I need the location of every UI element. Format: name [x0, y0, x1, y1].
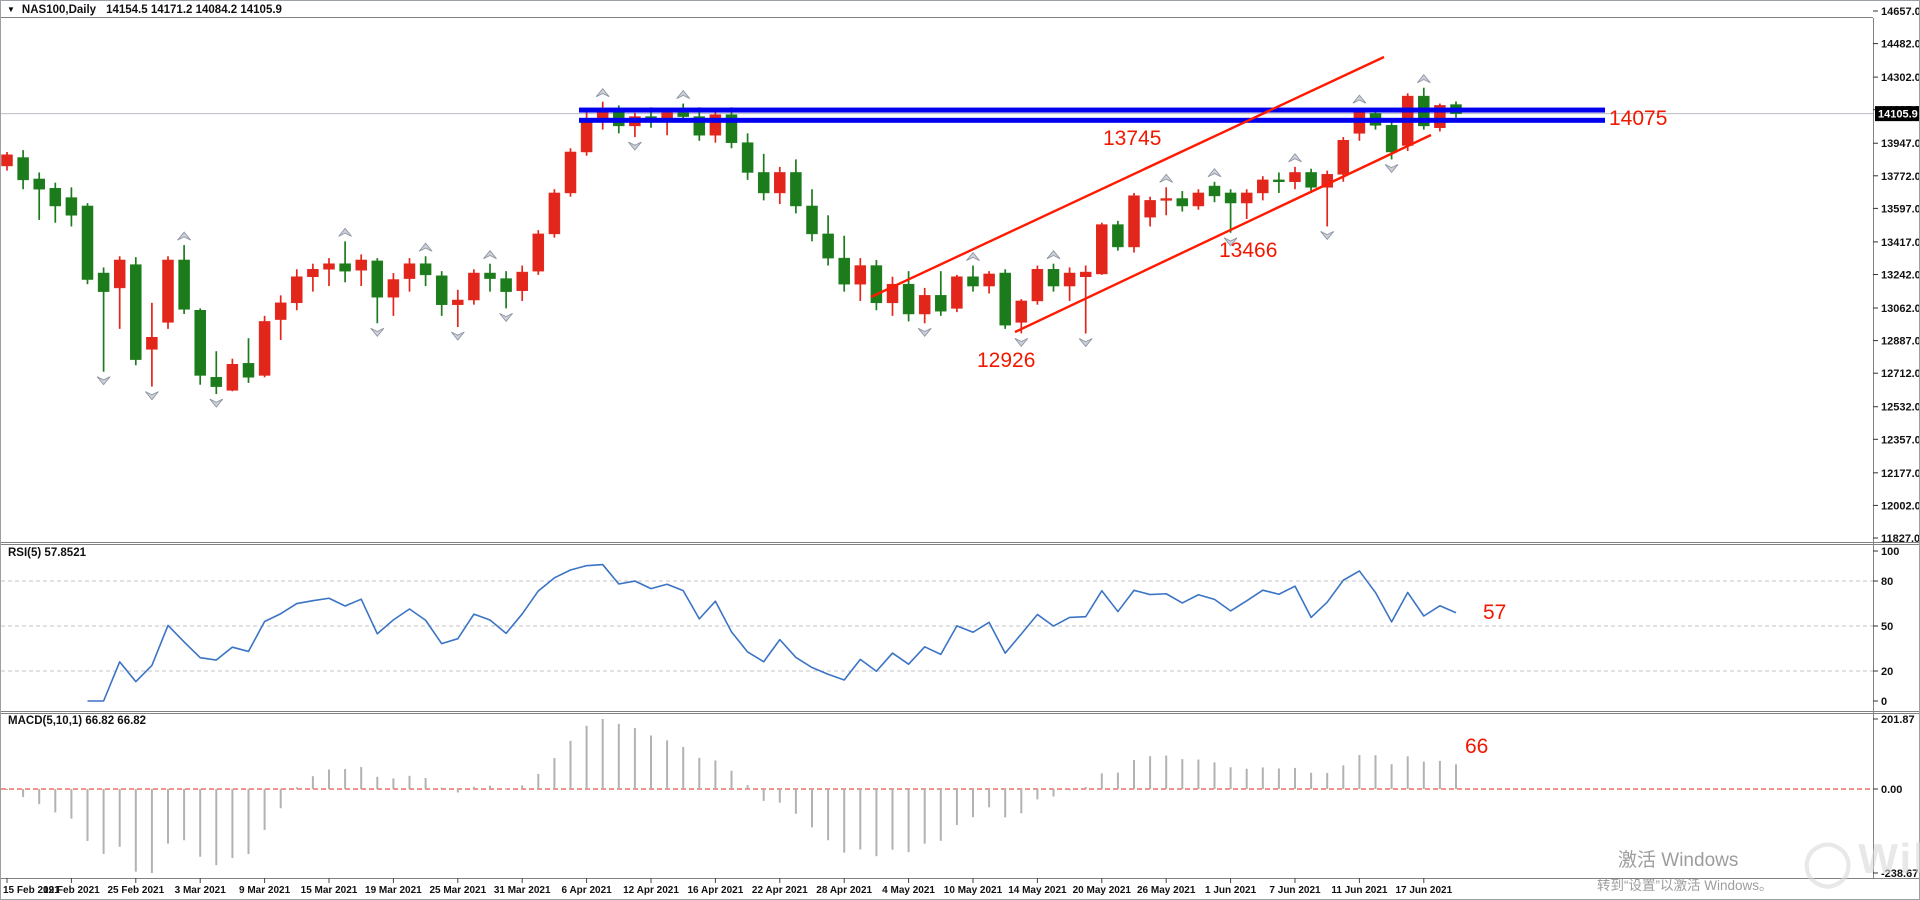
svg-text:13062.0: 13062.0 — [1881, 303, 1919, 315]
svg-text:17 Jun 2021: 17 Jun 2021 — [1395, 885, 1452, 896]
svg-text:12712.0: 12712.0 — [1881, 368, 1919, 380]
svg-text:15 Mar 2021: 15 Mar 2021 — [301, 885, 358, 896]
svg-text:16 Apr 2021: 16 Apr 2021 — [688, 885, 744, 896]
header-ohlc-quote: 14154.5 14171.2 14084.2 14105.9 — [106, 3, 282, 16]
svg-text:14482.0: 14482.0 — [1881, 39, 1919, 51]
svg-text:13772.0: 13772.0 — [1881, 171, 1919, 183]
svg-text:19 Feb 2021: 19 Feb 2021 — [43, 885, 100, 896]
svg-text:13242.0: 13242.0 — [1881, 270, 1919, 282]
svg-text:14657.0: 14657.0 — [1881, 6, 1919, 18]
macd-indicator-label: MACD(5,10,1) 66.82 66.82 — [8, 715, 147, 727]
svg-text:12 Apr 2021: 12 Apr 2021 — [623, 885, 679, 896]
svg-text:12177.0: 12177.0 — [1881, 468, 1919, 480]
svg-text:9 Mar 2021: 9 Mar 2021 — [239, 885, 291, 896]
svg-text:50: 50 — [1881, 621, 1893, 633]
svg-text:11827.0: 11827.0 — [1881, 533, 1919, 545]
svg-text:80: 80 — [1881, 576, 1893, 588]
symbol-title: NAS100,Daily — [21, 3, 97, 16]
svg-text:13947.0: 13947.0 — [1881, 138, 1919, 150]
svg-text:0.00: 0.00 — [1881, 784, 1902, 796]
svg-text:26 May 2021: 26 May 2021 — [1137, 885, 1196, 896]
symbol-dropdown-icon[interactable]: ▼ — [7, 5, 15, 14]
svg-text:20: 20 — [1881, 666, 1893, 678]
svg-text:-238.67: -238.67 — [1881, 868, 1918, 880]
svg-text:7 Jun 2021: 7 Jun 2021 — [1269, 885, 1321, 896]
svg-text:0: 0 — [1881, 696, 1887, 708]
svg-text:14105.9: 14105.9 — [1878, 109, 1918, 121]
svg-text:13417.0: 13417.0 — [1881, 237, 1919, 249]
svg-text:14 May 2021: 14 May 2021 — [1008, 885, 1067, 896]
svg-text:11 Jun 2021: 11 Jun 2021 — [1331, 885, 1388, 896]
svg-text:12357.0: 12357.0 — [1881, 434, 1919, 446]
chart-header: ▼ NAS100,Daily 14154.5 14171.2 14084.2 1… — [7, 3, 282, 16]
svg-text:3 Mar 2021: 3 Mar 2021 — [175, 885, 227, 896]
svg-text:1 Jun 2021: 1 Jun 2021 — [1205, 885, 1257, 896]
svg-text:6 Apr 2021: 6 Apr 2021 — [561, 885, 612, 896]
svg-text:12002.0: 12002.0 — [1881, 500, 1919, 512]
svg-text:20 May 2021: 20 May 2021 — [1073, 885, 1132, 896]
svg-text:13597.0: 13597.0 — [1881, 203, 1919, 215]
svg-text:28 Apr 2021: 28 Apr 2021 — [816, 885, 872, 896]
svg-text:4 May 2021: 4 May 2021 — [882, 885, 935, 896]
svg-text:25 Feb 2021: 25 Feb 2021 — [107, 885, 164, 896]
rsi-indicator-label: RSI(5) 57.8521 — [8, 547, 86, 559]
svg-text:100: 100 — [1881, 546, 1899, 558]
svg-text:15 Feb 2021: 15 Feb 2021 — [3, 885, 60, 896]
svg-text:31 Mar 2021: 31 Mar 2021 — [494, 885, 551, 896]
svg-text:25 Mar 2021: 25 Mar 2021 — [429, 885, 486, 896]
svg-text:19 Mar 2021: 19 Mar 2021 — [365, 885, 422, 896]
svg-text:14302.0: 14302.0 — [1881, 72, 1919, 84]
svg-text:12887.0: 12887.0 — [1881, 336, 1919, 348]
svg-text:201.87: 201.87 — [1881, 714, 1915, 726]
svg-text:22 Apr 2021: 22 Apr 2021 — [752, 885, 808, 896]
svg-text:12532.0: 12532.0 — [1881, 402, 1919, 414]
svg-text:10 May 2021: 10 May 2021 — [944, 885, 1003, 896]
